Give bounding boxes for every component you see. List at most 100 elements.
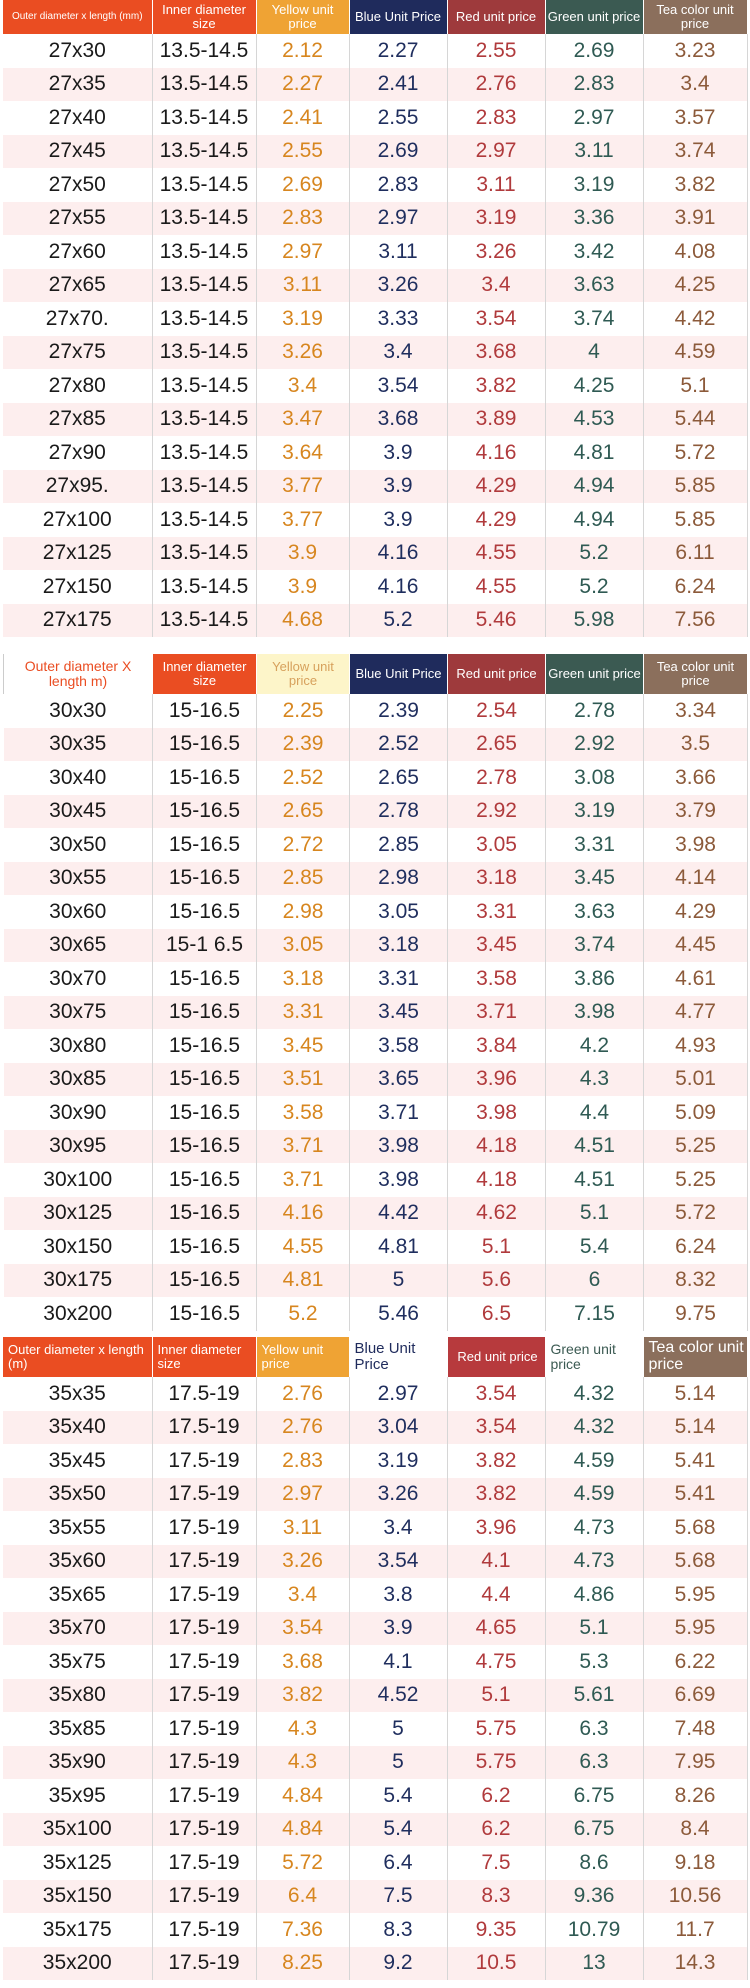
cell-red: 3.31 — [447, 895, 546, 929]
table-row: 30x35 15-16.5 2.39 2.52 2.65 2.92 3.5 — [3, 727, 748, 761]
cell-green: 3.74 — [545, 302, 644, 336]
header-red: Red unit price — [447, 1337, 546, 1377]
cell-size: 35x70 — [3, 1611, 153, 1645]
cell-blue: 3.19 — [349, 1444, 448, 1478]
cell-tea: 5.14 — [643, 1377, 748, 1411]
cell-inner: 17.5-19 — [152, 1846, 257, 1880]
cell-inner: 17.5-19 — [152, 1712, 257, 1746]
cell-blue: 3.31 — [349, 962, 448, 996]
table-row: 27x50 13.5-14.5 2.69 2.83 3.11 3.19 3.82 — [3, 168, 748, 202]
cell-green: 2.69 — [545, 34, 644, 68]
table-row: 30x50 15-16.5 2.72 2.85 3.05 3.31 3.98 — [3, 828, 748, 862]
cell-green: 4.51 — [545, 1129, 644, 1163]
cell-tea: 5.25 — [643, 1129, 748, 1163]
cell-yellow: 3.05 — [256, 928, 350, 962]
cell-green: 5.1 — [545, 1196, 644, 1230]
cell-tea: 5.41 — [643, 1477, 748, 1511]
cell-yellow: 3.18 — [256, 962, 350, 996]
header-tea: Tea color unit price — [643, 1337, 748, 1377]
cell-tea: 6.11 — [643, 536, 748, 570]
cell-green: 6.75 — [545, 1812, 644, 1846]
cell-yellow: 4.55 — [256, 1230, 350, 1264]
cell-green: 4.81 — [545, 436, 644, 470]
cell-blue: 3.9 — [349, 436, 448, 470]
table-row: 27x150 13.5-14.5 3.9 4.16 4.55 5.2 6.24 — [3, 570, 748, 604]
cell-inner: 15-16.5 — [152, 1263, 257, 1297]
cell-red: 3.89 — [447, 402, 546, 436]
cell-blue: 2.97 — [349, 1377, 448, 1411]
cell-size: 35x175 — [3, 1913, 153, 1947]
cell-yellow: 3.4 — [256, 1578, 350, 1612]
cell-blue: 3.4 — [349, 1511, 448, 1545]
cell-green: 5.4 — [545, 1230, 644, 1264]
cell-tea: 4.59 — [643, 335, 748, 369]
cell-red: 4.29 — [447, 469, 546, 503]
cell-size: 35x125 — [3, 1846, 153, 1880]
cell-size: 27x35 — [3, 67, 153, 101]
cell-blue: 9.2 — [349, 1946, 448, 1980]
cell-tea: 5.41 — [643, 1444, 748, 1478]
cell-yellow: 3.71 — [256, 1129, 350, 1163]
cell-tea: 11.7 — [643, 1913, 748, 1947]
cell-yellow: 2.52 — [256, 761, 350, 795]
cell-size: 35x200 — [3, 1946, 153, 1980]
cell-size: 35x75 — [3, 1645, 153, 1679]
cell-tea: 3.74 — [643, 134, 748, 168]
cell-size: 35x100 — [3, 1812, 153, 1846]
cell-green: 4.94 — [545, 503, 644, 537]
cell-yellow: 7.36 — [256, 1913, 350, 1947]
cell-size: 30x30 — [3, 694, 153, 728]
cell-blue: 3.05 — [349, 895, 448, 929]
cell-inner: 13.5-14.5 — [152, 134, 257, 168]
table-row: 27x45 13.5-14.5 2.55 2.69 2.97 3.11 3.74 — [3, 134, 748, 168]
cell-red: 4.65 — [447, 1611, 546, 1645]
cell-green: 5.61 — [545, 1678, 644, 1712]
cell-tea: 3.23 — [643, 34, 748, 68]
cell-red: 3.71 — [447, 995, 546, 1029]
cell-inner: 13.5-14.5 — [152, 34, 257, 68]
cell-red: 4.4 — [447, 1578, 546, 1612]
cell-inner: 15-16.5 — [152, 995, 257, 1029]
cell-size: 30x175 — [3, 1263, 153, 1297]
cell-inner: 17.5-19 — [152, 1645, 257, 1679]
cell-tea: 3.34 — [643, 694, 748, 728]
cell-green: 6.75 — [545, 1779, 644, 1813]
cell-inner: 17.5-19 — [152, 1544, 257, 1578]
cell-yellow: 3.11 — [256, 1511, 350, 1545]
cell-blue: 3.26 — [349, 268, 448, 302]
cell-red: 7.5 — [447, 1846, 546, 1880]
cell-red: 3.4 — [447, 268, 546, 302]
cell-blue: 3.33 — [349, 302, 448, 336]
cell-blue: 2.41 — [349, 67, 448, 101]
cell-red: 10.5 — [447, 1946, 546, 1980]
cell-green: 7.15 — [545, 1297, 644, 1331]
cell-size: 27x75 — [3, 335, 153, 369]
cell-yellow: 3.71 — [256, 1163, 350, 1197]
cell-green: 2.92 — [545, 727, 644, 761]
cell-tea: 8.26 — [643, 1779, 748, 1813]
cell-green: 2.97 — [545, 101, 644, 135]
table-row: 35x200 17.5-19 8.25 9.2 10.5 13 14.3 — [3, 1946, 748, 1980]
cell-green: 4.59 — [545, 1444, 644, 1478]
cell-blue: 3.26 — [349, 1477, 448, 1511]
cell-inner: 15-16.5 — [152, 1230, 257, 1264]
cell-red: 2.83 — [447, 101, 546, 135]
cell-green: 4.53 — [545, 402, 644, 436]
table-row: 27x80 13.5-14.5 3.4 3.54 3.82 4.25 5.1 — [3, 369, 748, 403]
cell-size: 30x125 — [3, 1196, 153, 1230]
header-blue: Blue Unit Price — [349, 1337, 448, 1377]
cell-blue: 5.2 — [349, 603, 448, 637]
cell-tea: 5.85 — [643, 469, 748, 503]
table-row: 30x125 15-16.5 4.16 4.42 4.62 5.1 5.72 — [3, 1196, 748, 1230]
cell-size: 27x85 — [3, 402, 153, 436]
cell-yellow: 6.4 — [256, 1879, 350, 1913]
cell-tea: 5.95 — [643, 1611, 748, 1645]
table-row: 27x70. 13.5-14.5 3.19 3.33 3.54 3.74 4.42 — [3, 302, 748, 336]
header-red: Red unit price — [447, 0, 546, 34]
cell-yellow: 2.76 — [256, 1410, 350, 1444]
cell-tea: 5.68 — [643, 1544, 748, 1578]
cell-red: 4.55 — [447, 570, 546, 604]
header-tea: Tea color unit price — [643, 654, 748, 694]
cell-red: 4.75 — [447, 1645, 546, 1679]
cell-yellow: 2.27 — [256, 67, 350, 101]
